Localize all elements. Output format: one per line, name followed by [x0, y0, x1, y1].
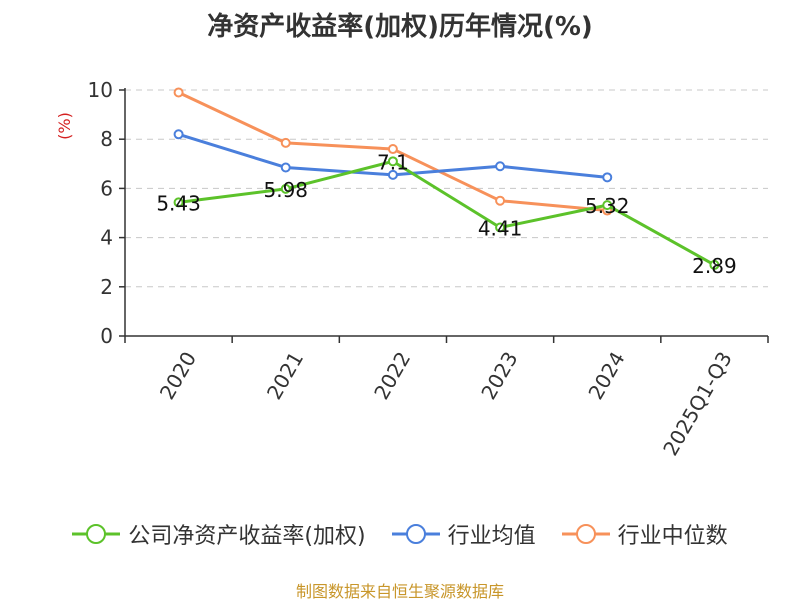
legend-item-0[interactable]: 公司净资产收益率(加权)	[72, 518, 366, 550]
data-label: 5.32	[585, 194, 630, 218]
chart-title: 净资产收益率(加权)历年情况(%)	[207, 12, 593, 42]
y-tick-label: 6	[100, 176, 113, 200]
data-point-s1-3	[495, 161, 506, 172]
data-labels: 5.43 5.98 7.1 4.41 5.32 2.89	[156, 150, 736, 278]
data-point-s0-5	[709, 259, 720, 270]
y-tick-label: 0	[100, 324, 113, 348]
legend-item-2[interactable]: 行业中位数	[561, 518, 728, 550]
data-point-s1-1	[280, 162, 291, 173]
legend-label: 行业均值	[447, 524, 536, 549]
series-line-0	[178, 159, 716, 267]
series-lines	[173, 87, 720, 270]
y-tick-label: 2	[100, 275, 113, 299]
data-label: 4.41	[478, 217, 523, 241]
axes	[119, 88, 769, 343]
legend-swatch-icon	[561, 524, 610, 544]
y-tick-label: 8	[100, 127, 113, 151]
grid-lines	[125, 89, 768, 288]
x-tick-label: 2024	[583, 348, 629, 404]
data-point-s2-3	[495, 195, 506, 206]
data-point-s0-0	[173, 197, 184, 208]
y-tick-label: 10	[88, 78, 113, 102]
x-tick-label: 2021	[262, 348, 308, 404]
data-point-s1-4	[602, 172, 613, 183]
legend-swatch-icon	[391, 524, 440, 544]
data-point-s1-2	[387, 169, 398, 180]
data-point-s0-1	[280, 183, 291, 194]
y-tick-label: 4	[100, 226, 113, 250]
x-tick-label: 2020	[155, 348, 201, 404]
data-point-s0-4	[602, 200, 613, 211]
legend-item-1[interactable]: 行业均值	[391, 518, 536, 550]
data-point-s0-3	[495, 222, 506, 233]
data-label: 2.89	[692, 254, 737, 278]
data-point-s2-0	[173, 87, 184, 98]
x-tick-label: 2023	[476, 348, 522, 404]
data-point-s0-2	[387, 156, 398, 167]
data-point-s1-0	[173, 129, 184, 140]
data-label: 7.1	[377, 150, 409, 174]
legend-label: 公司净资产收益率(加权)	[128, 524, 366, 549]
data-label: 5.43	[156, 191, 201, 215]
legend: 公司净资产收益率(加权) 行业均值 行业中位数	[0, 518, 800, 550]
x-tick-label: 2025Q1-Q3	[658, 348, 737, 460]
data-point-s2-1	[280, 137, 291, 148]
data-point-s2-2	[387, 144, 398, 155]
y-axis-unit-label: (%)	[55, 112, 74, 140]
x-tick-label: 2022	[369, 348, 415, 404]
data-label: 5.98	[263, 178, 308, 202]
legend-label: 行业中位数	[617, 524, 728, 549]
legend-swatch-icon	[72, 524, 121, 544]
source-note: 制图数据来自恒生聚源数据库	[295, 582, 504, 601]
